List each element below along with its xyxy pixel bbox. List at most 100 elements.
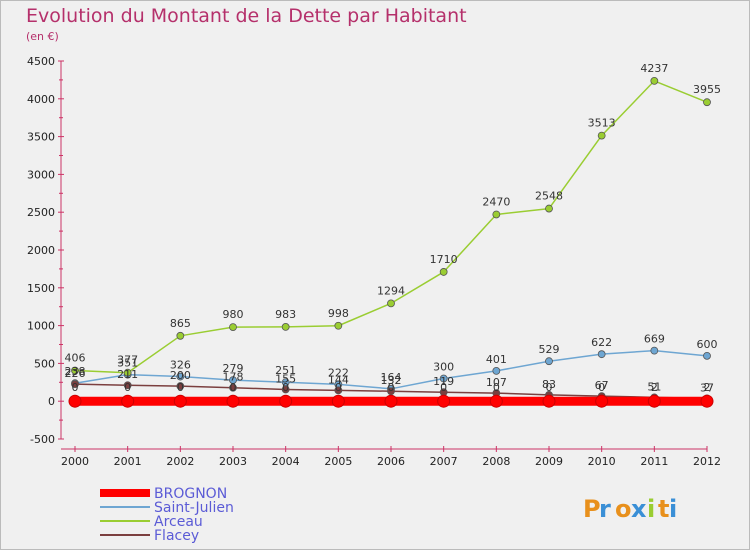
data-label: 119 [433, 375, 454, 388]
data-point [542, 394, 556, 408]
x-tick-label: 2012 [693, 455, 721, 468]
data-label: 622 [591, 336, 612, 349]
data-label-brognon: 0 [177, 381, 184, 394]
x-tick-label: 2009 [535, 455, 563, 468]
x-tick-label: 2010 [588, 455, 616, 468]
data-point [492, 210, 501, 219]
data-label: 178 [223, 371, 244, 384]
data-label: 669 [644, 333, 665, 346]
data-point [700, 394, 714, 408]
data-label: 226 [65, 367, 86, 380]
data-label: 351 [117, 357, 138, 370]
logo-letter: P [583, 495, 601, 523]
data-point [71, 380, 79, 389]
data-point [176, 382, 185, 390]
data-label-brognon: 0 [335, 381, 342, 394]
data-point [176, 331, 185, 340]
data-point [334, 386, 343, 395]
data-label: 144 [328, 373, 349, 386]
data-label-brognon: 0 [388, 381, 395, 394]
y-tick-label: 2500 [27, 206, 55, 219]
data-label-brognon: 0 [72, 381, 79, 394]
data-label: 980 [223, 308, 244, 321]
data-label: 529 [539, 343, 560, 356]
data-point [492, 366, 501, 375]
data-point [121, 394, 135, 408]
legend-label: Arceau [154, 514, 203, 530]
data-label: 211 [117, 368, 138, 381]
logo-letter: i [669, 495, 677, 523]
data-point [545, 204, 553, 213]
data-label: 164 [381, 371, 402, 384]
data-point [597, 131, 606, 140]
data-label-brognon: 0 [493, 381, 500, 394]
data-point [123, 368, 132, 377]
data-point [647, 394, 661, 408]
x-tick-label: 2005 [324, 455, 352, 468]
data-label: 300 [433, 361, 454, 374]
data-label: 107 [486, 376, 507, 389]
x-tick-label: 2011 [640, 455, 668, 468]
data-label: 1710 [430, 253, 458, 266]
data-label: 51 [647, 380, 661, 393]
data-label: 251 [275, 364, 296, 377]
y-tick-label: 1000 [27, 320, 55, 333]
data-label-brognon: 2 [704, 381, 711, 394]
data-label: 998 [328, 307, 349, 320]
labels-layer: 406 377 865 980 983 998 1294 1710 2470 2548 3513 42… [65, 62, 722, 395]
data-point [595, 394, 609, 408]
x-tick-label: 2002 [166, 455, 194, 468]
x-tick-label: 2001 [114, 455, 142, 468]
chart-subtitle: (en €) [26, 30, 59, 43]
data-label: 326 [170, 359, 191, 372]
y-tick-label: -500 [30, 433, 55, 446]
x-tick-label: 2006 [377, 455, 405, 468]
data-label: 865 [170, 317, 191, 330]
proxiti-logo: Pr o x i t i [583, 495, 677, 523]
legend-label: BROGNON [154, 486, 227, 502]
logo-letter: t [658, 495, 669, 523]
data-label: 600 [697, 338, 718, 351]
data-point [281, 385, 290, 394]
x-tick-label: 2000 [61, 455, 89, 468]
data-label: 67 [595, 379, 609, 392]
data-label: 200 [170, 369, 191, 382]
logo-letter: x [631, 495, 647, 523]
data-point [650, 346, 659, 355]
x-tick-label: 2007 [430, 455, 458, 468]
y-tick-label: 4000 [27, 93, 55, 106]
data-label: 132 [381, 374, 402, 387]
data-point [703, 98, 711, 107]
data-point [439, 268, 448, 276]
data-label: 279 [223, 362, 244, 375]
data-point [489, 394, 503, 408]
data-point [331, 394, 345, 408]
legend-label: Saint-Julien [154, 500, 234, 516]
data-label: 406 [65, 352, 86, 365]
data-label: 2548 [535, 190, 563, 203]
data-label: 238 [65, 365, 86, 378]
y-tick-label: 3000 [27, 168, 55, 181]
data-label: 155 [275, 372, 296, 385]
data-label-brognon: 0 [124, 381, 131, 394]
data-label: 222 [328, 366, 349, 379]
data-point [226, 394, 240, 408]
data-point [545, 357, 553, 366]
data-point [123, 381, 132, 390]
y-tick-label: 1500 [27, 282, 55, 295]
data-label: 983 [275, 308, 296, 321]
data-point [229, 383, 237, 392]
data-label-brognon: 2 [651, 381, 658, 394]
data-point [387, 299, 395, 308]
x-tick-label: 2004 [272, 455, 300, 468]
logo-letter: i [647, 495, 655, 523]
data-label-brognon: 0 [440, 381, 447, 394]
y-tick-label: 4500 [27, 55, 55, 68]
data-point [597, 350, 606, 359]
data-point [176, 372, 185, 381]
data-point [229, 323, 237, 332]
y-tick-label: 3500 [27, 131, 55, 144]
